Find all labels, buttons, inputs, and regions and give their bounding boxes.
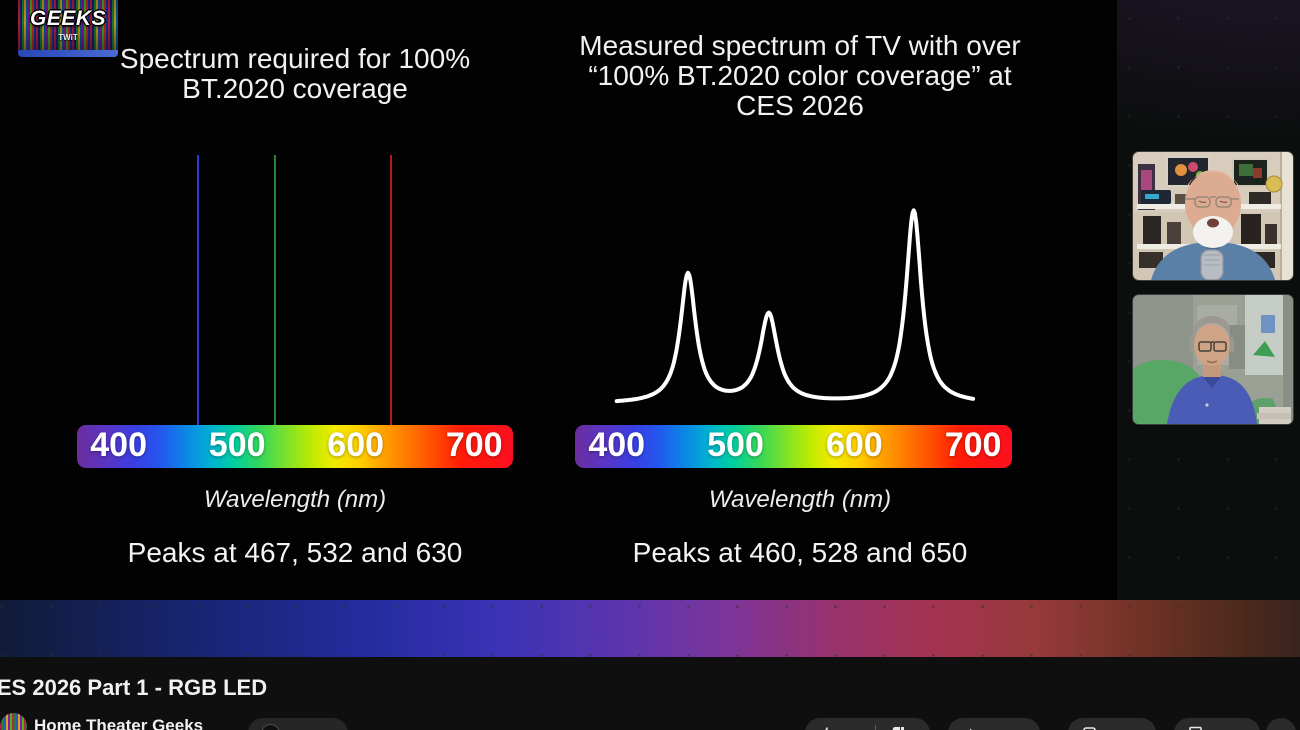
logo-title: GEEKS: [29, 7, 107, 30]
logo-spectrum-stripes: [18, 0, 118, 57]
spectral-line: [274, 155, 277, 425]
video-title: CES 2026 Part 1 - RGB LED: [0, 675, 268, 700]
spectral-line: [197, 155, 200, 425]
x-tick-label: 500: [208, 425, 266, 464]
x-tick-label: 400: [90, 425, 147, 464]
more-actions-button[interactable]: [1266, 718, 1296, 730]
like-dislike-pill[interactable]: [805, 718, 930, 730]
clip-icon: [1083, 726, 1096, 730]
spectral-line: [390, 155, 393, 425]
player-gradient-band: [0, 600, 1300, 657]
x-tick-label: 600: [825, 425, 883, 464]
like-pill-divider: [875, 724, 876, 730]
wavelength-scale-right: 400 500 600 700: [575, 425, 1012, 468]
left-x-axis-label: Wavelength (nm): [203, 486, 387, 513]
clip-button[interactable]: [1068, 718, 1156, 730]
video-player[interactable]: GEEKS TWiT Spectrum required for 100% BT…: [0, 0, 1300, 657]
webcam-guest-scene: [1133, 295, 1293, 424]
x-tick-label: 700: [445, 425, 503, 464]
right-chart-title: Measured spectrum of TV with over “100% …: [579, 30, 1021, 121]
more-icon: [1273, 725, 1290, 730]
save-button[interactable]: [1174, 718, 1260, 730]
wavelength-scale-left: 400 500 600 700: [77, 425, 513, 468]
x-tick-label: 400: [588, 425, 646, 464]
x-tick-label: 700: [944, 425, 1002, 464]
channel-name[interactable]: Home Theater Geeks: [34, 716, 204, 730]
channel-action-button[interactable]: [248, 718, 348, 730]
webcam-host-scene: [1133, 152, 1293, 280]
thumbs-up-icon[interactable]: [818, 725, 835, 730]
share-icon: [970, 728, 973, 730]
right-peaks-caption: Peaks at 460, 528 and 650: [632, 537, 968, 568]
right-x-axis-label: Wavelength (nm): [708, 486, 892, 513]
show-logo: GEEKS TWiT: [18, 0, 118, 57]
required-spectral-lines: [77, 155, 513, 425]
left-peaks-caption: Peaks at 467, 532 and 630: [127, 537, 463, 568]
x-tick-label: 600: [327, 425, 385, 464]
x-tick-label: 500: [707, 425, 764, 464]
channel-avatar[interactable]: [0, 713, 27, 730]
webcam-guest-video: [1132, 294, 1294, 425]
presentation-slide: GEEKS TWiT Spectrum required for 100% BT…: [0, 0, 1117, 600]
measured-spectrum-curve: [614, 208, 976, 404]
save-icon: [1189, 726, 1202, 730]
thumbs-down-icon[interactable]: [889, 725, 906, 730]
channel-action-icon: [261, 723, 280, 730]
logo-subtitle: TWiT: [58, 33, 78, 42]
share-button[interactable]: [948, 718, 1040, 730]
left-chart-title: Spectrum required for 100% BT.2020 cover…: [119, 43, 471, 104]
webcam-host-video: [1132, 151, 1294, 281]
